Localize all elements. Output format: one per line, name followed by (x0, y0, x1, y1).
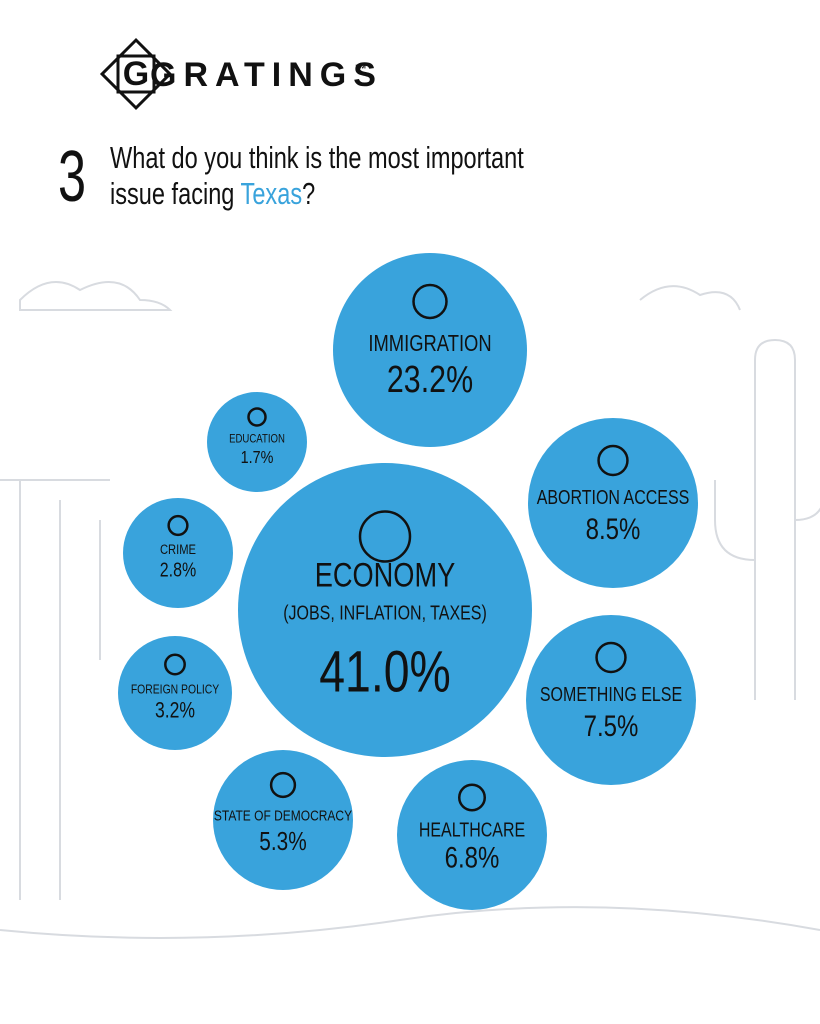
bubble-label: CRIME (160, 542, 196, 557)
bubble-group: SOMETHING ELSE 7.5% (526, 615, 696, 785)
trademark: ™ (355, 62, 367, 76)
question-number: 3 (58, 137, 87, 217)
bubble-annotation: (JOBS, INFLATION, TAXES) (283, 602, 487, 624)
bubble (333, 253, 527, 447)
bubble (397, 760, 547, 910)
background-sketch (0, 281, 820, 939)
bubble (528, 418, 698, 588)
bubble-group: ABORTION ACCESS 8.5% (528, 418, 698, 588)
labels: STATE OF DEMOCRACY 5.3% (214, 807, 352, 855)
icon (412, 283, 448, 320)
value-label: 2.8% (160, 559, 196, 581)
value-label: 7.5% (584, 708, 639, 742)
icon (595, 641, 627, 674)
icon (247, 407, 267, 427)
question-text: What do you think is the most important … (110, 140, 524, 211)
bubble-label: FOREIGN POLICY (131, 683, 220, 697)
bubble-label: IMMIGRATION (368, 331, 491, 356)
labels: ABORTION ACCESS 8.5% (537, 486, 690, 545)
bubble-label: EDUCATION (229, 433, 285, 446)
bubble-group: ECONOMY (JOBS, INFLATION, TAXES) 41.0% (238, 463, 532, 757)
svg-text:G: G (123, 55, 149, 93)
icon (269, 771, 297, 799)
bubble (526, 615, 696, 785)
value-label: 1.7% (241, 448, 274, 468)
bubble-label: HEALTHCARE (419, 819, 525, 841)
bubble-group: IMMIGRATION 23.2% (333, 253, 527, 447)
labels: ECONOMY (JOBS, INFLATION, TAXES) 41.0% (283, 556, 487, 705)
bubble (213, 750, 353, 890)
labels: CRIME 2.8% (160, 542, 196, 581)
value-label: 6.8% (445, 840, 500, 874)
bubble (207, 392, 307, 492)
bubble (238, 463, 532, 757)
labels: SOMETHING ELSE 7.5% (540, 683, 682, 742)
value-label: 23.2% (387, 359, 473, 401)
labels: FOREIGN POLICY 3.2% (131, 683, 220, 724)
bubble-group: EDUCATION 1.7% (207, 392, 307, 492)
icon (358, 510, 412, 563)
logo: G (99, 37, 173, 111)
bubble-group: FOREIGN POLICY 3.2% (118, 636, 232, 750)
icon (167, 514, 189, 537)
brand: GRATINGS (150, 56, 383, 94)
bubble-label: STATE OF DEMOCRACY (214, 807, 352, 824)
question: What do you think is the most important … (110, 140, 558, 212)
labels: EDUCATION 1.7% (229, 433, 285, 468)
bubble (118, 636, 232, 750)
question-highlight: Texas (240, 176, 303, 211)
icon (597, 444, 629, 477)
bubble-group: CRIME 2.8% (123, 498, 233, 608)
icon (458, 783, 486, 812)
bubble-label: ABORTION ACCESS (537, 486, 690, 508)
bubble (123, 498, 233, 608)
value-label: 5.3% (259, 827, 306, 856)
value-label: 8.5% (586, 511, 641, 545)
value-label: 3.2% (155, 699, 195, 723)
bubble-label: SOMETHING ELSE (540, 683, 682, 705)
bubble-group: STATE OF DEMOCRACY 5.3% (213, 750, 353, 890)
labels: IMMIGRATION 23.2% (368, 331, 491, 401)
value-label: 41.0% (319, 640, 451, 705)
question-punctuation: ? (302, 176, 316, 211)
icon (164, 653, 186, 676)
bubble-label: ECONOMY (315, 556, 455, 595)
